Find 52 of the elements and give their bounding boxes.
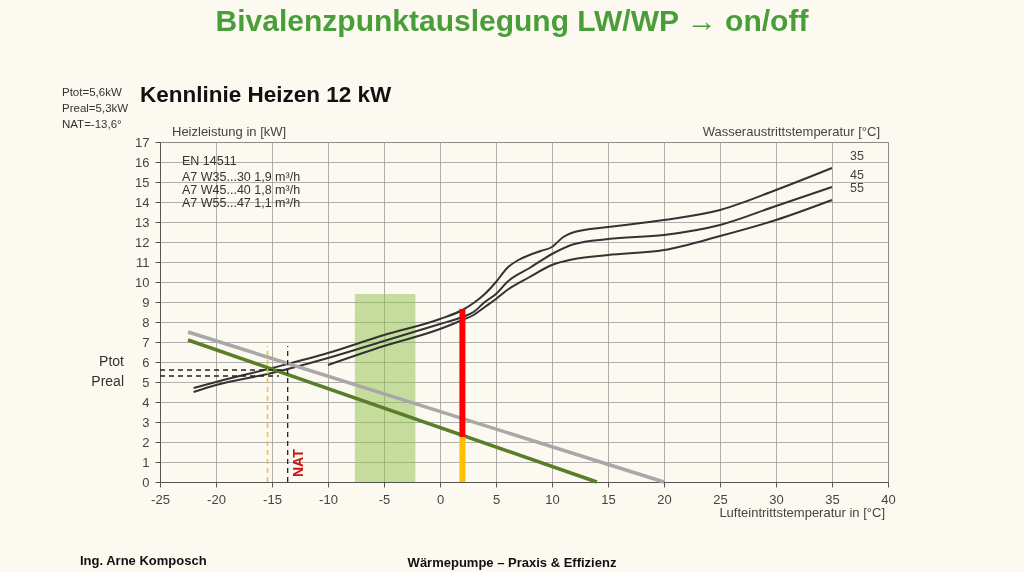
y-tick-label: 6 (142, 354, 150, 370)
y-tick-label: 2 (142, 434, 150, 450)
x-axis-title: Lufteintrittstemperatur in [°C] (719, 505, 885, 520)
x-tick-label: 30 (769, 491, 784, 507)
y-tick-label: 10 (135, 274, 150, 290)
y-tick-label: 8 (142, 314, 150, 330)
y-tick-label: 3 (142, 414, 150, 430)
x-tick-label: 15 (601, 491, 616, 507)
y-tick-label: 15 (135, 174, 150, 190)
annotation: A7 W45...40 1,8 m³/h (182, 183, 301, 197)
x-tick-label: 25 (713, 491, 728, 507)
y-tick-label: 9 (142, 294, 150, 310)
annotation: A7 W55...47 1,1 m³/h (182, 196, 301, 210)
text: Ptot (99, 353, 125, 369)
text: Wärmepumpe – Praxis & Effizienz (407, 555, 617, 570)
annotation: EN 14511 (182, 154, 237, 168)
text: Ptot=5,6kW (62, 86, 122, 98)
text: NAT (289, 448, 306, 477)
y-tick-label: 11 (136, 254, 150, 270)
chart-title: Bivalenzpunktauslegung LW/WP → on/off (215, 4, 810, 37)
y-tick-label: 5 (142, 374, 150, 390)
y-tick-label: 4 (142, 394, 150, 410)
x-tick-label: -25 (151, 491, 170, 507)
x-tick-label: 10 (545, 491, 560, 507)
x-tick-label: 0 (436, 491, 445, 507)
x-tick-label: 40 (881, 491, 896, 507)
y-tick-label: 14 (135, 194, 150, 210)
x-tick-label: -5 (378, 491, 391, 507)
text: Preal=5,3kW (62, 102, 129, 114)
x-tick-label: 35 (825, 491, 840, 507)
text: Preal (91, 373, 124, 389)
x-tick-label: 5 (492, 491, 501, 507)
series-label: 55 (850, 181, 864, 195)
y-tick-label: 1 (142, 454, 150, 470)
y-tick-label: 7 (142, 334, 150, 350)
y-tick-label: 13 (135, 214, 150, 230)
x-tick-label: -15 (263, 491, 282, 507)
x-tick-label: 20 (657, 491, 672, 507)
annotation: A7 W35...30 1,9 m³/h (182, 170, 301, 184)
x-tick-label: -10 (319, 491, 338, 507)
text: Ing. Arne Komposch (80, 553, 207, 568)
chart-subtitle: Kennlinie Heizen 12 kW (140, 82, 393, 107)
y-tick-label: 12 (135, 234, 150, 250)
series-label: 45 (850, 168, 864, 182)
legend-title: Wasseraustrittstemperatur [°C] (702, 124, 880, 139)
text: NAT=-13,6° (62, 118, 122, 130)
series-label: 35 (850, 149, 864, 163)
y-axis-title: Heizleistung in [kW] (172, 124, 287, 139)
y-tick-label: 17 (135, 134, 150, 150)
y-tick-label: 16 (135, 154, 150, 170)
x-tick-label: -20 (207, 491, 226, 507)
y-tick-label: 0 (142, 474, 150, 490)
